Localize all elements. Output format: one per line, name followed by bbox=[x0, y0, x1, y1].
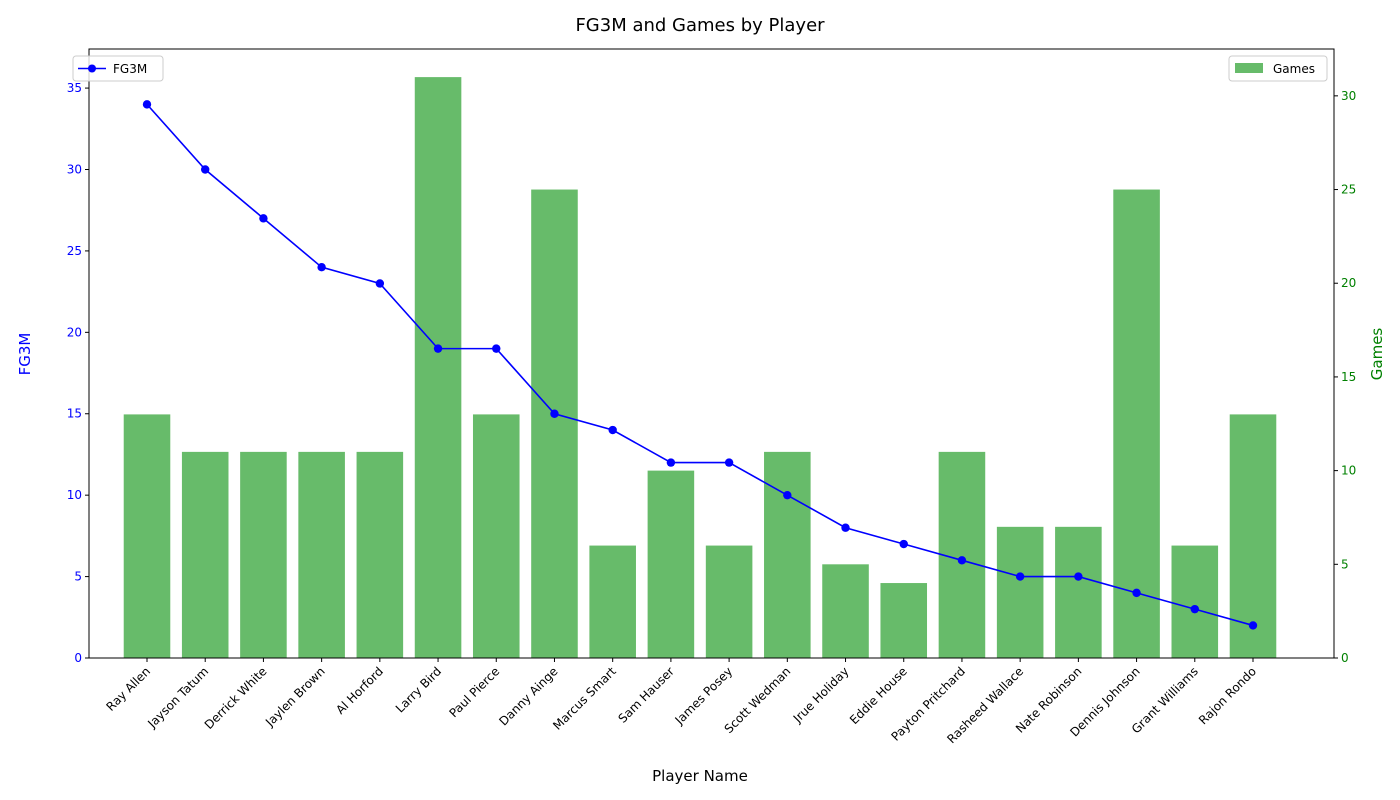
legend-box bbox=[72, 55, 164, 82]
games-bar bbox=[181, 451, 229, 658]
fg3m-point bbox=[899, 539, 908, 549]
fg3m-point bbox=[783, 490, 792, 500]
bars-layer bbox=[123, 77, 1277, 659]
legend-games: Games bbox=[1228, 55, 1328, 82]
left-axis-tick-label: 20 bbox=[67, 325, 82, 339]
games-bar bbox=[298, 451, 345, 658]
fg3m-point bbox=[375, 279, 385, 288]
fg3m-point bbox=[1015, 572, 1025, 581]
left-axis-tick-label: 0 bbox=[74, 651, 82, 665]
games-bar bbox=[1171, 545, 1219, 658]
fg3m-point bbox=[317, 262, 326, 272]
right-axis-tick-label: 25 bbox=[1341, 183, 1356, 197]
right-axis-tick-label: 0 bbox=[1341, 651, 1349, 665]
legend-fg3m: FG3M bbox=[72, 55, 164, 82]
legend-label: FG3M bbox=[113, 62, 147, 76]
fg3m-point bbox=[1074, 572, 1083, 581]
games-bar bbox=[531, 189, 578, 659]
plot-border bbox=[88, 48, 1335, 659]
games-bar bbox=[880, 583, 928, 658]
games-bar bbox=[647, 470, 695, 658]
games-bar bbox=[240, 451, 287, 658]
right-axis-title: Games bbox=[1368, 328, 1386, 381]
games-bar bbox=[472, 414, 520, 658]
fg3m-point bbox=[142, 100, 152, 109]
fg3m-point bbox=[1132, 588, 1141, 598]
left-axis-tick-label: 30 bbox=[67, 162, 82, 176]
games-bar bbox=[822, 564, 869, 658]
fg3m-point bbox=[550, 409, 559, 418]
legend-label: Games bbox=[1273, 62, 1315, 76]
fg3m-point bbox=[608, 425, 617, 435]
fg3m-point bbox=[433, 344, 443, 353]
left-axis-tick-label: 15 bbox=[67, 407, 82, 421]
games-bar bbox=[1113, 189, 1160, 659]
chart-title: FG3M and Games by Player bbox=[575, 15, 825, 36]
right-axis: 0 5 10 15 20 25 30 bbox=[1334, 89, 1356, 665]
plot-frame bbox=[88, 48, 1335, 659]
left-axis-tick-label: 10 bbox=[67, 488, 82, 502]
x-axis-title: Player Name bbox=[652, 767, 748, 785]
fg3m-line bbox=[146, 103, 1254, 627]
games-bar bbox=[1055, 526, 1102, 658]
fg3m-point bbox=[201, 165, 210, 174]
fg3m-point bbox=[957, 556, 967, 565]
fg3m-point bbox=[1190, 604, 1199, 614]
games-bar bbox=[705, 545, 753, 658]
fg3m-point bbox=[841, 523, 850, 532]
games-bar bbox=[123, 414, 171, 658]
line-layer bbox=[142, 100, 1258, 630]
right-axis-tick-label: 30 bbox=[1341, 89, 1356, 103]
legend-bar-swatch bbox=[1235, 63, 1263, 73]
right-axis-tick-label: 15 bbox=[1341, 370, 1356, 384]
left-axis: 0 5 10 15 20 25 30 35 bbox=[67, 81, 89, 665]
right-axis-tick-label: 5 bbox=[1341, 557, 1349, 571]
fg3m-point bbox=[259, 214, 268, 223]
games-bar bbox=[414, 77, 462, 659]
games-bar bbox=[996, 526, 1044, 658]
left-axis-tick-label: 5 bbox=[74, 570, 82, 584]
left-axis-title: FG3M bbox=[16, 333, 34, 376]
games-bar bbox=[1229, 414, 1277, 658]
legend-box bbox=[1228, 55, 1328, 82]
fg3m-point bbox=[724, 458, 734, 467]
fg3m-point bbox=[492, 344, 501, 353]
left-axis-tick-label: 25 bbox=[67, 244, 82, 258]
games-bar bbox=[589, 545, 636, 658]
games-bar bbox=[764, 451, 811, 658]
legend-marker-swatch bbox=[88, 64, 96, 73]
games-bar bbox=[938, 451, 986, 658]
left-axis-tick-label: 35 bbox=[67, 81, 82, 95]
fg3m-point bbox=[1248, 621, 1258, 630]
fg3m-point bbox=[666, 458, 676, 467]
right-axis-tick-label: 20 bbox=[1341, 276, 1356, 290]
right-axis-tick-label: 10 bbox=[1341, 464, 1356, 478]
games-bar bbox=[356, 451, 404, 658]
